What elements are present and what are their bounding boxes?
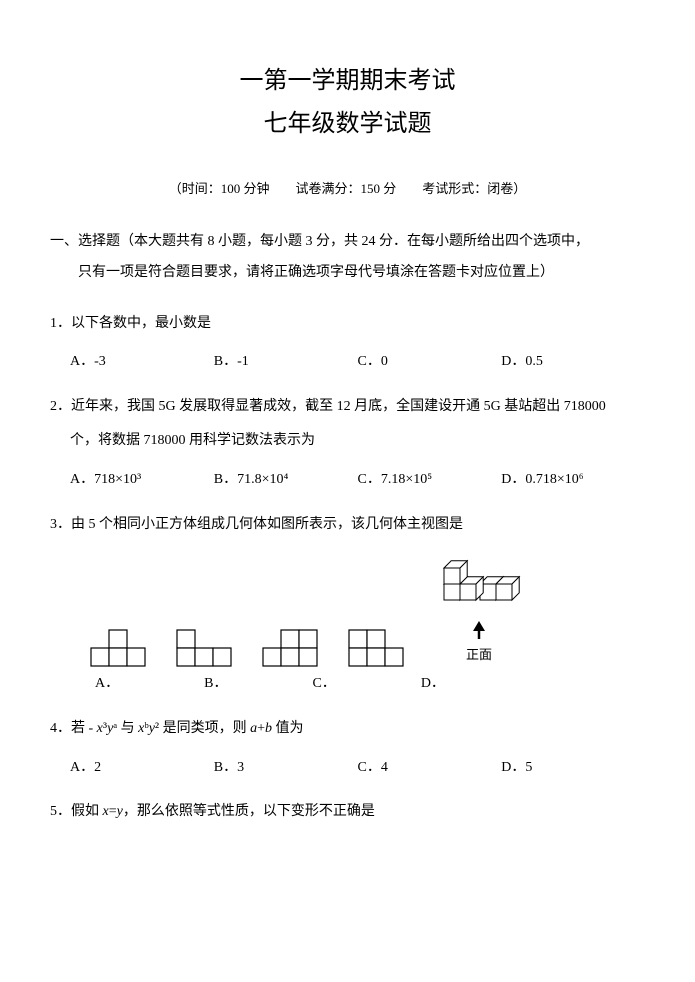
q1-option-b: B．-1	[214, 349, 358, 376]
q3-figure-a	[90, 629, 146, 667]
arrow-icon	[459, 621, 499, 641]
q1-option-a: A．-3	[70, 349, 214, 376]
question-5-text: 5．假如 x=y，那么依照等式性质，以下变形不正确是	[50, 799, 645, 826]
question-2-options: A．718×10³ B．71.8×10⁴ C．7.18×10⁵ D．0.718×…	[50, 467, 645, 494]
section-1-heading: 一、选择题（本大题共有 8 小题，每小题 3 分，共 24 分．在每小题所给出四…	[50, 227, 645, 289]
question-1: 1．以下各数中，最小数是 A．-3 B．-1 C．0 D．0.5	[50, 311, 645, 376]
question-2-line1: 2．近年来，我国 5G 发展取得显著成效，截至 12 月底，全国建设开通 5G …	[50, 394, 645, 421]
q3-label-c: C．	[312, 671, 335, 698]
q3-figure-b	[176, 629, 232, 667]
question-4-text: 4．若 - x³yᵃ 与 xᵇy² 是同类项，则 a+b 值为	[50, 716, 645, 743]
q1-option-d: D．0.5	[501, 349, 645, 376]
q4-option-c: C．4	[358, 755, 502, 782]
q3-figure-d	[348, 629, 404, 667]
title-main: 一第一学期期末考试	[50, 60, 645, 95]
section-1-heading-line1: 一、选择题（本大题共有 8 小题，每小题 3 分，共 24 分．在每小题所给出四…	[50, 227, 645, 258]
question-3-figures: 正面	[50, 550, 645, 667]
q3-isometric-figure	[434, 550, 524, 610]
q4-option-d: D．5	[501, 755, 645, 782]
q2-option-d: D．0.718×10⁶	[501, 467, 645, 494]
exam-page: 一第一学期期末考试 七年级数学试题 （时间：100 分钟 试卷满分：150 分 …	[0, 0, 695, 982]
question-4-options: A．2 B．3 C．4 D．5	[50, 755, 645, 782]
question-3-labels: A． B． C． D．	[50, 671, 645, 698]
q4-option-b: B．3	[214, 755, 358, 782]
exam-meta: （时间：100 分钟 试卷满分：150 分 考试形式：闭卷）	[50, 178, 645, 197]
q1-option-c: C．0	[358, 349, 502, 376]
q2-option-a: A．718×10³	[70, 467, 214, 494]
title-sub: 七年级数学试题	[50, 103, 645, 138]
question-4: 4．若 - x³yᵃ 与 xᵇy² 是同类项，则 a+b 值为 A．2 B．3 …	[50, 716, 645, 781]
question-2: 2．近年来，我国 5G 发展取得显著成效，截至 12 月底，全国建设开通 5G …	[50, 394, 645, 494]
q4-option-a: A．2	[70, 755, 214, 782]
q3-isometric-wrap: 正面	[434, 550, 524, 667]
question-1-text: 1．以下各数中，最小数是	[50, 311, 645, 338]
q2-option-b: B．71.8×10⁴	[214, 467, 358, 494]
question-5: 5．假如 x=y，那么依照等式性质，以下变形不正确是	[50, 799, 645, 826]
q3-label-d: D．	[421, 671, 445, 698]
question-2-line2: 个，将数据 718000 用科学记数法表示为	[50, 428, 645, 455]
question-3: 3．由 5 个相同小正方体组成几何体如图所表示，该几何体主视图是 正面 A． B…	[50, 512, 645, 698]
q3-label-a: A．	[95, 671, 119, 698]
q3-isometric-caption: 正面	[434, 643, 524, 668]
q3-figure-c	[262, 629, 318, 667]
section-1-heading-line2: 只有一项是符合题目要求，请将正确选项字母代号填涂在答题卡对应位置上）	[50, 258, 645, 289]
q3-label-b: B．	[204, 671, 227, 698]
question-1-options: A．-3 B．-1 C．0 D．0.5	[50, 349, 645, 376]
question-3-text: 3．由 5 个相同小正方体组成几何体如图所表示，该几何体主视图是	[50, 512, 645, 539]
q2-option-c: C．7.18×10⁵	[358, 467, 502, 494]
